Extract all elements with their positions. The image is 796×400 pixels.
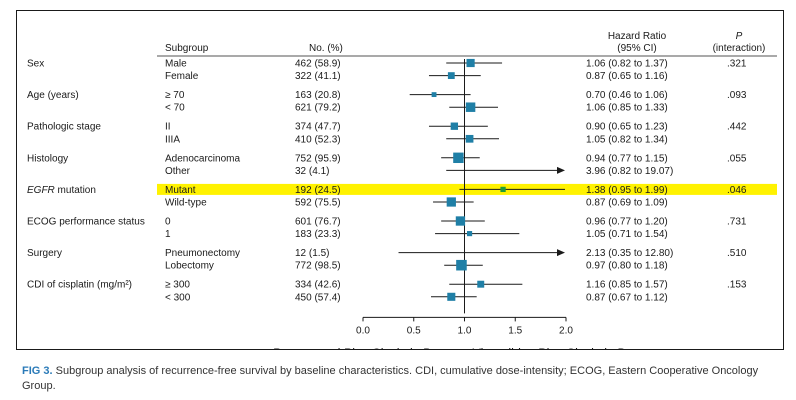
row-n: 772 (98.5) bbox=[295, 261, 341, 272]
row-ci: 1.06 (0.82 to 1.37) bbox=[586, 59, 668, 70]
caption-text: Subgroup analysis of recurrence-free sur… bbox=[22, 365, 759, 392]
row-n: 12 (1.5) bbox=[295, 248, 329, 259]
p-value-6: .510 bbox=[727, 248, 747, 259]
row-label: Wild-type bbox=[165, 198, 207, 209]
ci-arrow bbox=[557, 166, 565, 174]
hr-marker bbox=[477, 280, 485, 288]
row-label: 1 bbox=[165, 229, 171, 240]
row-ci: 3.96 (0.82 to 19.07) bbox=[586, 166, 673, 177]
row-n: 601 (76.7) bbox=[295, 217, 341, 228]
row-n: 374 (47.7) bbox=[295, 122, 341, 133]
forest-plot-figure: Subgroup No. (%) Hazard Ratio (95% CI) P (int… bbox=[16, 10, 784, 350]
row-n: 163 (20.8) bbox=[295, 90, 341, 101]
row-ci: 0.96 (0.77 to 1.20) bbox=[586, 217, 668, 228]
row-label: < 300 bbox=[165, 292, 191, 303]
group-label-1: Age (years) bbox=[27, 90, 79, 101]
row-label: II bbox=[165, 122, 171, 133]
row-n: 450 (57.4) bbox=[295, 292, 341, 303]
row-ci: 0.87 (0.69 to 1.09) bbox=[586, 198, 668, 209]
row-n: 752 (95.9) bbox=[295, 153, 341, 164]
p-value-5: .731 bbox=[727, 217, 747, 228]
row-label: Mutant bbox=[165, 185, 196, 196]
row-ci: 0.90 (0.65 to 1.23) bbox=[586, 122, 668, 133]
hr-marker bbox=[456, 259, 467, 271]
row-label: < 70 bbox=[165, 103, 185, 114]
row-n: 192 (24.5) bbox=[295, 185, 341, 196]
favors-left-label: Pemetrexed Plus Cisplatin Better bbox=[273, 346, 456, 349]
hr-marker bbox=[465, 134, 474, 143]
hr-marker bbox=[447, 72, 455, 80]
p-value-1: .093 bbox=[727, 90, 747, 101]
p-value-4: .046 bbox=[727, 185, 747, 196]
x-tick-label: 0.0 bbox=[356, 325, 370, 336]
figure-caption: FIG 3. Subgroup analysis of recurrence-f… bbox=[22, 364, 782, 394]
caption-label: FIG 3. bbox=[22, 365, 53, 377]
ci-arrow bbox=[557, 249, 565, 257]
row-n: 410 (52.3) bbox=[295, 134, 341, 145]
p-value-7: .153 bbox=[727, 280, 747, 291]
row-ci: 0.94 (0.77 to 1.15) bbox=[586, 153, 668, 164]
row-label: Pneumonectomy bbox=[165, 248, 240, 259]
row-label: Male bbox=[165, 59, 187, 70]
hr-marker bbox=[500, 186, 506, 193]
row-label: ≥ 300 bbox=[165, 280, 190, 291]
row-n: 621 (79.2) bbox=[295, 103, 341, 114]
row-ci: 1.05 (0.71 to 1.54) bbox=[586, 229, 668, 240]
hr-marker bbox=[446, 197, 456, 207]
row-n: 32 (4.1) bbox=[295, 166, 329, 177]
x-tick-label: 1.0 bbox=[458, 325, 472, 336]
favors-right-label: Vinorelbine Plus Cisplatin Better bbox=[473, 346, 651, 349]
hr-marker bbox=[465, 102, 476, 112]
x-tick-label: 0.5 bbox=[407, 325, 421, 336]
row-ci: 1.05 (0.82 to 1.34) bbox=[586, 134, 668, 145]
ci-header: (95% CI) bbox=[617, 43, 656, 54]
group-label-3: Histology bbox=[27, 153, 68, 164]
x-tick-label: 2.0 bbox=[559, 325, 573, 336]
row-label: Lobectomy bbox=[165, 261, 214, 272]
row-label: 0 bbox=[165, 217, 171, 228]
hr-marker bbox=[447, 292, 456, 301]
hazard-ratio-header: Hazard Ratio bbox=[608, 31, 667, 42]
row-ci: 0.87 (0.67 to 1.12) bbox=[586, 292, 668, 303]
hr-marker bbox=[450, 122, 459, 130]
p-value-2: .442 bbox=[727, 122, 747, 133]
group-label-5: ECOG performance status bbox=[27, 217, 145, 228]
p-value-0: .321 bbox=[727, 59, 747, 70]
subgroup-header: Subgroup bbox=[165, 43, 209, 54]
p-header: P bbox=[736, 31, 743, 42]
row-ci: 0.70 (0.46 to 1.06) bbox=[586, 90, 668, 101]
row-n: 462 (58.9) bbox=[295, 59, 341, 70]
hr-marker bbox=[453, 152, 464, 164]
row-ci: 0.97 (0.80 to 1.18) bbox=[586, 261, 668, 272]
group-label-7: CDI of cisplatin (mg/m²) bbox=[27, 280, 132, 291]
interaction-header: (interaction) bbox=[713, 43, 766, 54]
row-n: 322 (41.1) bbox=[295, 71, 341, 82]
forest-plot: Subgroup No. (%) Hazard Ratio(95% CI) P(int… bbox=[27, 31, 777, 349]
hr-marker bbox=[467, 231, 473, 237]
row-ci: 2.13 (0.35 to 12.80) bbox=[586, 248, 673, 259]
row-n: 183 (23.3) bbox=[295, 229, 341, 240]
n-header: No. (%) bbox=[309, 43, 343, 54]
row-label: IIIA bbox=[165, 134, 180, 145]
row-label: ≥ 70 bbox=[165, 90, 185, 101]
group-label-2: Pathologic stage bbox=[27, 122, 101, 133]
row-ci: 0.87 (0.65 to 1.16) bbox=[586, 71, 668, 82]
row-label: Adenocarcinoma bbox=[165, 153, 240, 164]
hr-marker bbox=[431, 92, 437, 98]
p-value-3: .055 bbox=[727, 153, 747, 164]
hr-marker bbox=[455, 216, 466, 226]
hr-marker bbox=[466, 58, 475, 68]
group-label-6: Surgery bbox=[27, 248, 62, 259]
row-n: 592 (75.5) bbox=[295, 198, 341, 209]
row-ci: 1.16 (0.85 to 1.57) bbox=[586, 280, 668, 291]
x-tick-label: 1.5 bbox=[508, 325, 522, 336]
row-n: 334 (42.6) bbox=[295, 280, 341, 291]
row-label: Other bbox=[165, 166, 191, 177]
group-label-4: EGFR mutation bbox=[27, 185, 96, 196]
row-ci: 1.38 (0.95 to 1.99) bbox=[586, 185, 668, 196]
row-label: Female bbox=[165, 71, 199, 82]
row-ci: 1.06 (0.85 to 1.33) bbox=[586, 103, 668, 114]
group-label-0: Sex bbox=[27, 59, 44, 70]
